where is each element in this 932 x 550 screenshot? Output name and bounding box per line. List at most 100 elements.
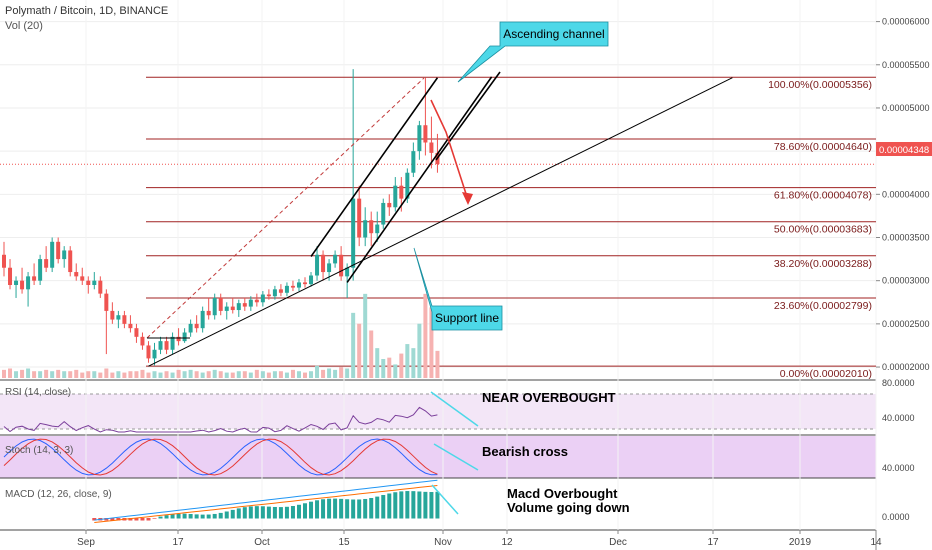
volume-bar (248, 372, 253, 378)
trend-drawings[interactable] (146, 71, 733, 367)
candle-body (98, 280, 103, 294)
axes: 0.000060000.000055000.000050000.00004500… (77, 17, 929, 548)
stoch-band (0, 436, 876, 478)
candle-body (218, 297, 223, 311)
macd-histogram-bar (92, 518, 97, 521)
candle-body (62, 250, 67, 260)
macd-histogram-bar (140, 518, 145, 521)
macd-histogram-bar (345, 499, 350, 519)
rsi-tick-label: 80.0000 (882, 378, 915, 388)
candle-body (369, 220, 374, 234)
ascending-channel-callout[interactable]: Ascending channel (457, 21, 609, 83)
candle-body (146, 345, 151, 359)
macd-histogram-bar (164, 515, 169, 519)
candlesticks (2, 69, 440, 366)
volume-bar (236, 371, 241, 378)
time-tick-label: 15 (338, 537, 350, 548)
volume-bar (158, 372, 163, 378)
candle-body (206, 310, 211, 316)
candle-body (32, 276, 37, 281)
indicator-lines (3, 391, 479, 523)
volume-bar (74, 369, 79, 378)
cyan-arrow (430, 391, 479, 427)
candle-body (188, 323, 193, 333)
macd-histogram-bar (303, 503, 307, 519)
volume-bar (86, 371, 91, 378)
macd-histogram-bar (351, 499, 356, 519)
fib-level-label: 38.20%(0.00003288) (774, 258, 872, 270)
rsi-label: RSI (14, close) (5, 387, 71, 398)
price-tick-label: 0.00005000 (882, 103, 930, 113)
volume-bar (206, 371, 211, 378)
price-tick-label: 0.00002500 (882, 319, 930, 329)
volume-bar (423, 293, 428, 378)
price-tick-label: 0.00005500 (882, 60, 930, 70)
stoch-note: Bearish cross (482, 444, 568, 459)
stoch-tick-label: 40.0000 (882, 463, 915, 473)
channel-lower-extension (435, 71, 501, 161)
fib-level-label: 0.00%(0.00002010) (780, 368, 872, 380)
price-tick-label: 0.00002000 (882, 362, 930, 372)
rsi-band (0, 394, 876, 429)
candle-body (236, 303, 241, 311)
candle-body (399, 185, 404, 199)
candle-body (321, 254, 326, 273)
macd-histogram-bar (236, 508, 241, 519)
fib-level-label: 78.60%(0.00004640) (774, 141, 872, 153)
volume-bar (278, 371, 283, 378)
macd-histogram-bar (363, 498, 368, 519)
ascending-channel-callout-bubble (457, 21, 609, 83)
macd-histogram-bar (321, 499, 326, 519)
volume-bar (188, 369, 193, 378)
volume-bar (284, 372, 289, 378)
fib-level-label: 100.00%(0.00005356) (768, 79, 872, 91)
price-tick-label: 0.00003000 (882, 276, 930, 286)
time-tick-label: 17 (172, 537, 184, 548)
volume-bar (194, 371, 199, 378)
candle-body (8, 267, 13, 285)
candle-body (248, 299, 253, 307)
macd-histogram-bar (357, 499, 362, 519)
macd-histogram-bar (266, 506, 271, 519)
time-tick-label: 17 (707, 537, 719, 548)
macd-histogram-bar (309, 501, 314, 519)
macd-histogram-bar (158, 516, 163, 519)
ascending-channel-text: Ascending channel (503, 27, 604, 41)
macd-histogram-bar (218, 512, 223, 519)
fibonacci-retracement[interactable]: 100.00%(0.00005356) 78.60%(0.00004640) 61.… (0, 76, 876, 380)
volume-bar (260, 371, 265, 378)
macd-histogram-bar (182, 513, 187, 519)
volume-bar (20, 369, 25, 378)
candle-body (26, 276, 31, 290)
volume-bar (369, 330, 374, 378)
candle-body (44, 259, 49, 268)
macd-histogram-bar (254, 506, 259, 519)
macd-histogram-bar (116, 518, 121, 521)
time-tick-label: 14 (870, 537, 882, 548)
volume-bar (200, 372, 205, 378)
macd-histogram-bar (399, 491, 404, 519)
candle-body (50, 241, 55, 268)
candle-body (303, 282, 307, 285)
candle-body (86, 280, 91, 285)
volume-bar (429, 307, 434, 378)
candle-body (405, 172, 410, 199)
volume-bar (38, 371, 43, 378)
candle-body (290, 285, 295, 288)
macd-note-1: Macd Overbought (507, 486, 618, 501)
volume-bar (32, 371, 37, 378)
candle-body (381, 202, 386, 225)
candle-body (351, 198, 356, 268)
macd-histogram-bar (296, 504, 301, 519)
candle-body (242, 303, 247, 307)
support-line-callout[interactable]: Support line (413, 247, 503, 331)
macd-histogram-bar (278, 507, 283, 519)
candle-body (176, 336, 181, 342)
support-line-callout-bubble (413, 247, 503, 331)
time-tick-label: Sep (77, 537, 95, 548)
macd-histogram-bar (411, 491, 416, 519)
rsi-tick-label: 40.0000 (882, 413, 915, 423)
volume-bar (50, 371, 55, 378)
candle-body (74, 272, 79, 277)
